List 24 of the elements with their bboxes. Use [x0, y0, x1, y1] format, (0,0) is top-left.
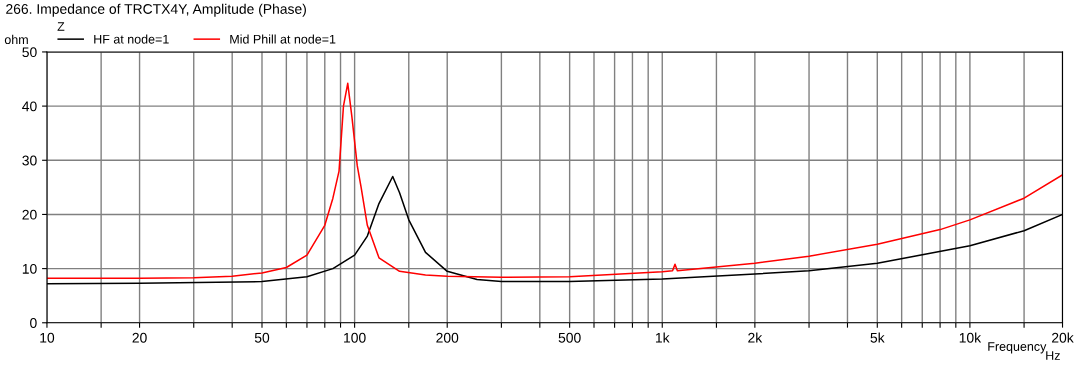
x-tick-label: 100: [344, 332, 366, 343]
x-tick-label: 500: [558, 332, 581, 343]
x-tick-label: 50: [254, 332, 270, 343]
text: Z: [57, 22, 65, 31]
legend-label: Mid Phill at node=1: [230, 34, 336, 44]
y-tick-label: 50: [22, 47, 37, 58]
y-tick-label: 20: [22, 209, 37, 220]
x-tick-label: 20k: [1052, 332, 1074, 343]
x-tick-label: 2k: [748, 332, 763, 343]
y-tick-label: 0: [30, 318, 37, 328]
x-tick-label: 10k: [959, 332, 982, 343]
x-tick-label: 10: [40, 332, 55, 343]
legend-label: HF at node=1: [94, 34, 169, 44]
y-tick-label: 10: [22, 263, 37, 274]
chart-title: 266. Impedance of TRCTX4Y, Amplitude (Phase): [6, 3, 306, 17]
x-tick-label: 5k: [870, 332, 885, 343]
x-axis-title: Frequency: [988, 342, 1047, 354]
x-tick-label: 1k: [655, 332, 670, 343]
x-tick-label: 20: [132, 332, 147, 343]
y-axis-title: ohm: [4, 34, 28, 45]
text: Hz: [1046, 351, 1060, 360]
x-tick-label: 200: [436, 332, 459, 343]
y-tick-label: 40: [22, 101, 37, 112]
y-tick-label: 30: [22, 155, 37, 166]
